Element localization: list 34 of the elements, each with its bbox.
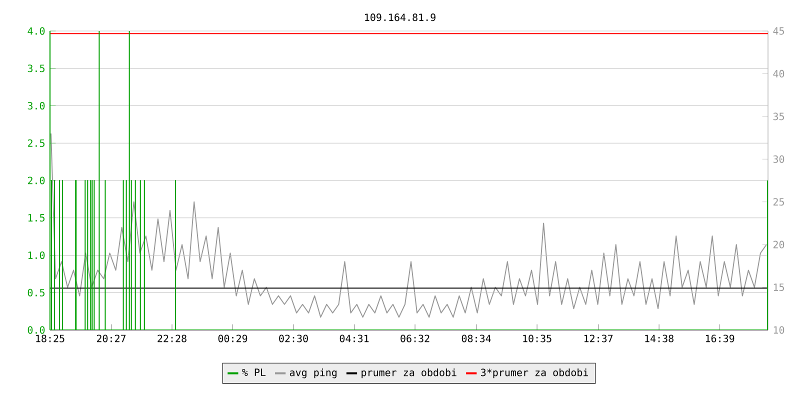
y2-tick-label: 30 xyxy=(773,155,784,163)
x-tick-label: 00:29 xyxy=(218,334,248,342)
y-tick-label: 1.5 xyxy=(28,214,44,222)
y-tick-label: 2.0 xyxy=(28,176,45,184)
x-tick-label: 02:30 xyxy=(279,334,308,342)
x-tick-label: 06:32 xyxy=(400,334,430,342)
y-tick-label: 3.0 xyxy=(28,102,45,110)
y2-tick-label: 45 xyxy=(773,27,784,35)
legend-label: % PL xyxy=(242,368,266,376)
y-tick-label: 1.0 xyxy=(28,251,45,260)
chart-title: 109.164.81.9 xyxy=(365,14,436,22)
legend-label: prumer za obdobi xyxy=(362,368,456,378)
x-tick-label: 12:37 xyxy=(584,334,613,342)
legend-label: avg ping xyxy=(290,368,336,378)
x-tick-label: 04:31 xyxy=(340,334,369,342)
x-tick-label: 10:35 xyxy=(523,334,552,342)
x-tick-label: 18:25 xyxy=(36,334,64,342)
y-tick-label: 4.0 xyxy=(28,27,45,35)
x-tick-label: 14:38 xyxy=(645,334,674,342)
y2-tick-label: 40 xyxy=(773,70,784,78)
y-tick-label: 0.5 xyxy=(28,288,44,296)
x-tick-label: 16:39 xyxy=(706,334,734,342)
y2-tick-label: 15 xyxy=(774,284,784,292)
x-tick-label: 08:34 xyxy=(462,334,491,342)
y2-tick-label: 35 xyxy=(773,112,784,120)
y2-tick-label: 20 xyxy=(773,240,784,248)
legend-label: 3*prumer za obdobi xyxy=(481,368,588,378)
y-tick-label: 0.0 xyxy=(28,326,45,334)
y-tick-label: 3.5 xyxy=(28,64,44,72)
y-tick-label: 2.5 xyxy=(28,139,44,147)
y2-tick-label: 25 xyxy=(773,198,784,206)
x-tick-label: 22:28 xyxy=(158,334,186,342)
x-tick-label: 20:27 xyxy=(96,334,126,342)
y2-tick-label: 10 xyxy=(774,326,784,334)
